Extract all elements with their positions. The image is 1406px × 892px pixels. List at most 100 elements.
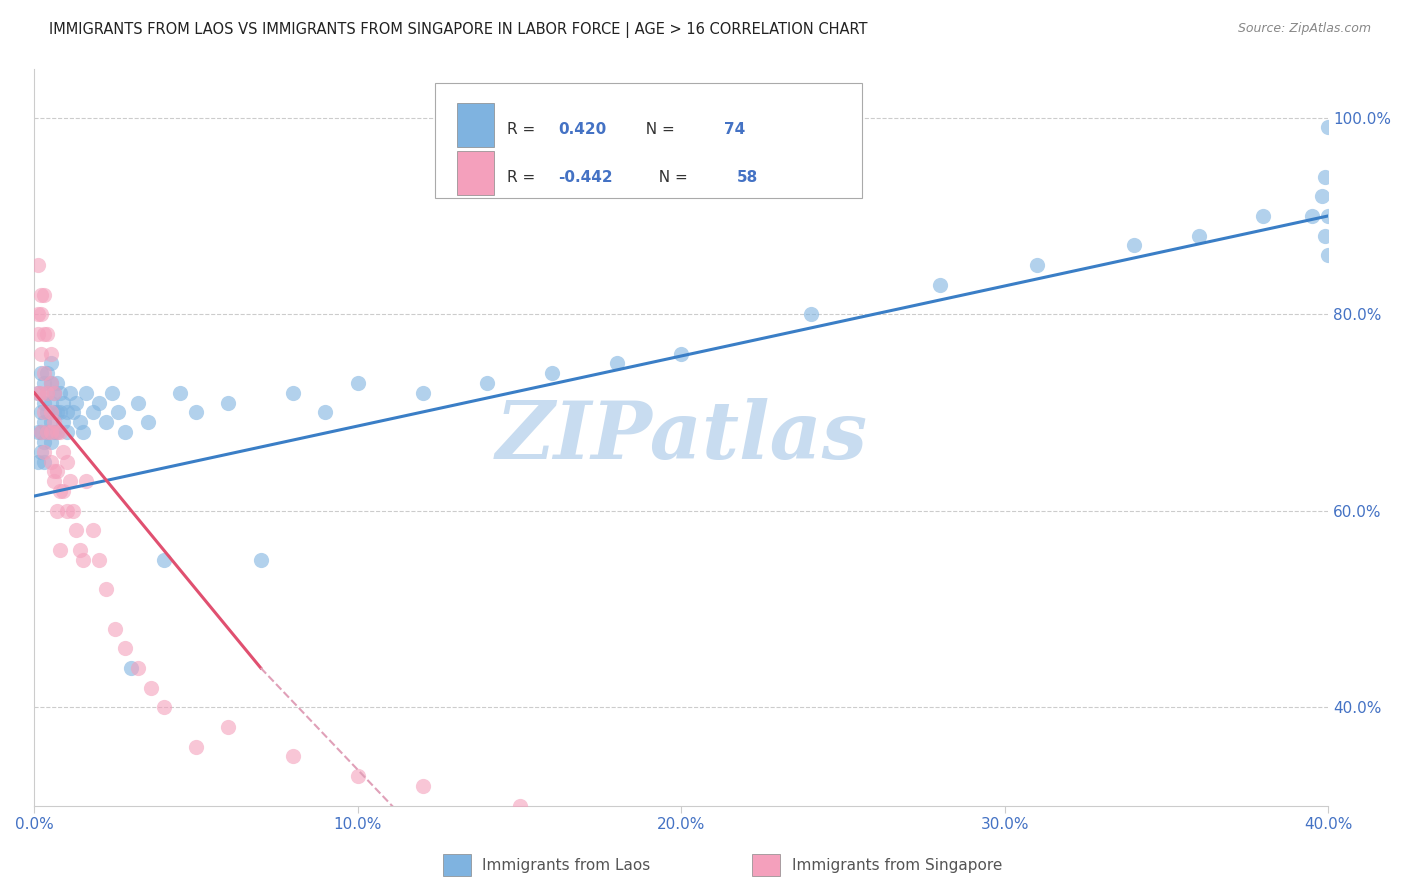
Point bbox=[39, 405, 62, 419]
Point bbox=[39, 434, 62, 449]
Point bbox=[39, 425, 62, 439]
Point bbox=[107, 405, 129, 419]
Point bbox=[52, 395, 75, 409]
Point bbox=[101, 385, 124, 400]
Point bbox=[30, 425, 52, 439]
Point bbox=[30, 405, 52, 419]
Point bbox=[30, 425, 52, 439]
Point bbox=[52, 415, 75, 429]
Point bbox=[114, 641, 136, 656]
Point bbox=[46, 376, 69, 390]
Point bbox=[59, 475, 82, 489]
Point bbox=[249, 553, 271, 567]
Point bbox=[30, 346, 52, 360]
Point bbox=[46, 504, 69, 518]
Point bbox=[1317, 120, 1340, 135]
Point bbox=[32, 326, 55, 341]
Point bbox=[37, 385, 59, 400]
Point bbox=[30, 366, 52, 380]
Point bbox=[136, 415, 159, 429]
Point bbox=[65, 395, 87, 409]
Point bbox=[32, 455, 55, 469]
Text: 58: 58 bbox=[737, 170, 758, 186]
Point bbox=[929, 277, 952, 292]
Point bbox=[477, 376, 499, 390]
Point bbox=[314, 405, 336, 419]
Point bbox=[32, 434, 55, 449]
Point bbox=[72, 553, 94, 567]
Point bbox=[114, 425, 136, 439]
Point bbox=[412, 779, 434, 793]
Point bbox=[346, 769, 368, 783]
Point bbox=[104, 622, 127, 636]
Point bbox=[800, 307, 823, 321]
Point bbox=[49, 484, 72, 499]
Point bbox=[32, 445, 55, 459]
Point bbox=[42, 425, 65, 439]
Text: ZIPatlas: ZIPatlas bbox=[495, 399, 868, 475]
Bar bbox=[752, 855, 780, 876]
Point bbox=[46, 405, 69, 419]
Point bbox=[541, 366, 564, 380]
Point bbox=[30, 287, 52, 301]
Point bbox=[37, 425, 59, 439]
Point bbox=[32, 415, 55, 429]
Point bbox=[49, 385, 72, 400]
Point bbox=[55, 504, 77, 518]
Point bbox=[509, 798, 531, 813]
Point bbox=[120, 661, 142, 675]
Text: Immigrants from Laos: Immigrants from Laos bbox=[482, 858, 651, 872]
Point bbox=[27, 385, 49, 400]
Point bbox=[42, 415, 65, 429]
Point bbox=[27, 385, 49, 400]
Point bbox=[52, 484, 75, 499]
Point bbox=[184, 739, 207, 754]
Point bbox=[1313, 169, 1336, 184]
Text: R =: R = bbox=[506, 170, 540, 186]
Point bbox=[1317, 209, 1340, 223]
Point bbox=[606, 356, 628, 370]
Point bbox=[37, 366, 59, 380]
Point bbox=[69, 415, 91, 429]
Point bbox=[52, 445, 75, 459]
Point bbox=[42, 475, 65, 489]
Point bbox=[32, 376, 55, 390]
Point bbox=[127, 661, 149, 675]
Text: N =: N = bbox=[650, 170, 693, 186]
Point bbox=[87, 553, 110, 567]
Point bbox=[42, 405, 65, 419]
Point bbox=[1123, 238, 1146, 252]
Point bbox=[94, 415, 117, 429]
Point bbox=[37, 326, 59, 341]
Text: 74: 74 bbox=[724, 122, 745, 137]
Point bbox=[39, 395, 62, 409]
Point bbox=[82, 524, 104, 538]
Point bbox=[39, 455, 62, 469]
Point bbox=[39, 376, 62, 390]
Point bbox=[94, 582, 117, 597]
Point bbox=[1253, 209, 1275, 223]
Point bbox=[75, 475, 97, 489]
FancyBboxPatch shape bbox=[436, 83, 862, 197]
Point bbox=[32, 366, 55, 380]
Point bbox=[169, 385, 191, 400]
Point bbox=[32, 287, 55, 301]
Text: Immigrants from Singapore: Immigrants from Singapore bbox=[792, 858, 1002, 872]
Point bbox=[27, 455, 49, 469]
Point bbox=[217, 720, 239, 734]
Point bbox=[39, 356, 62, 370]
Point bbox=[1317, 248, 1340, 262]
Point bbox=[37, 425, 59, 439]
Point bbox=[49, 405, 72, 419]
Point bbox=[55, 405, 77, 419]
Point bbox=[62, 405, 84, 419]
Point bbox=[72, 425, 94, 439]
Point bbox=[32, 405, 55, 419]
Point bbox=[42, 465, 65, 479]
Point bbox=[75, 385, 97, 400]
Point bbox=[42, 385, 65, 400]
Point bbox=[27, 258, 49, 272]
Bar bbox=[457, 103, 494, 147]
Text: -0.442: -0.442 bbox=[558, 170, 613, 186]
Text: R =: R = bbox=[506, 122, 540, 137]
